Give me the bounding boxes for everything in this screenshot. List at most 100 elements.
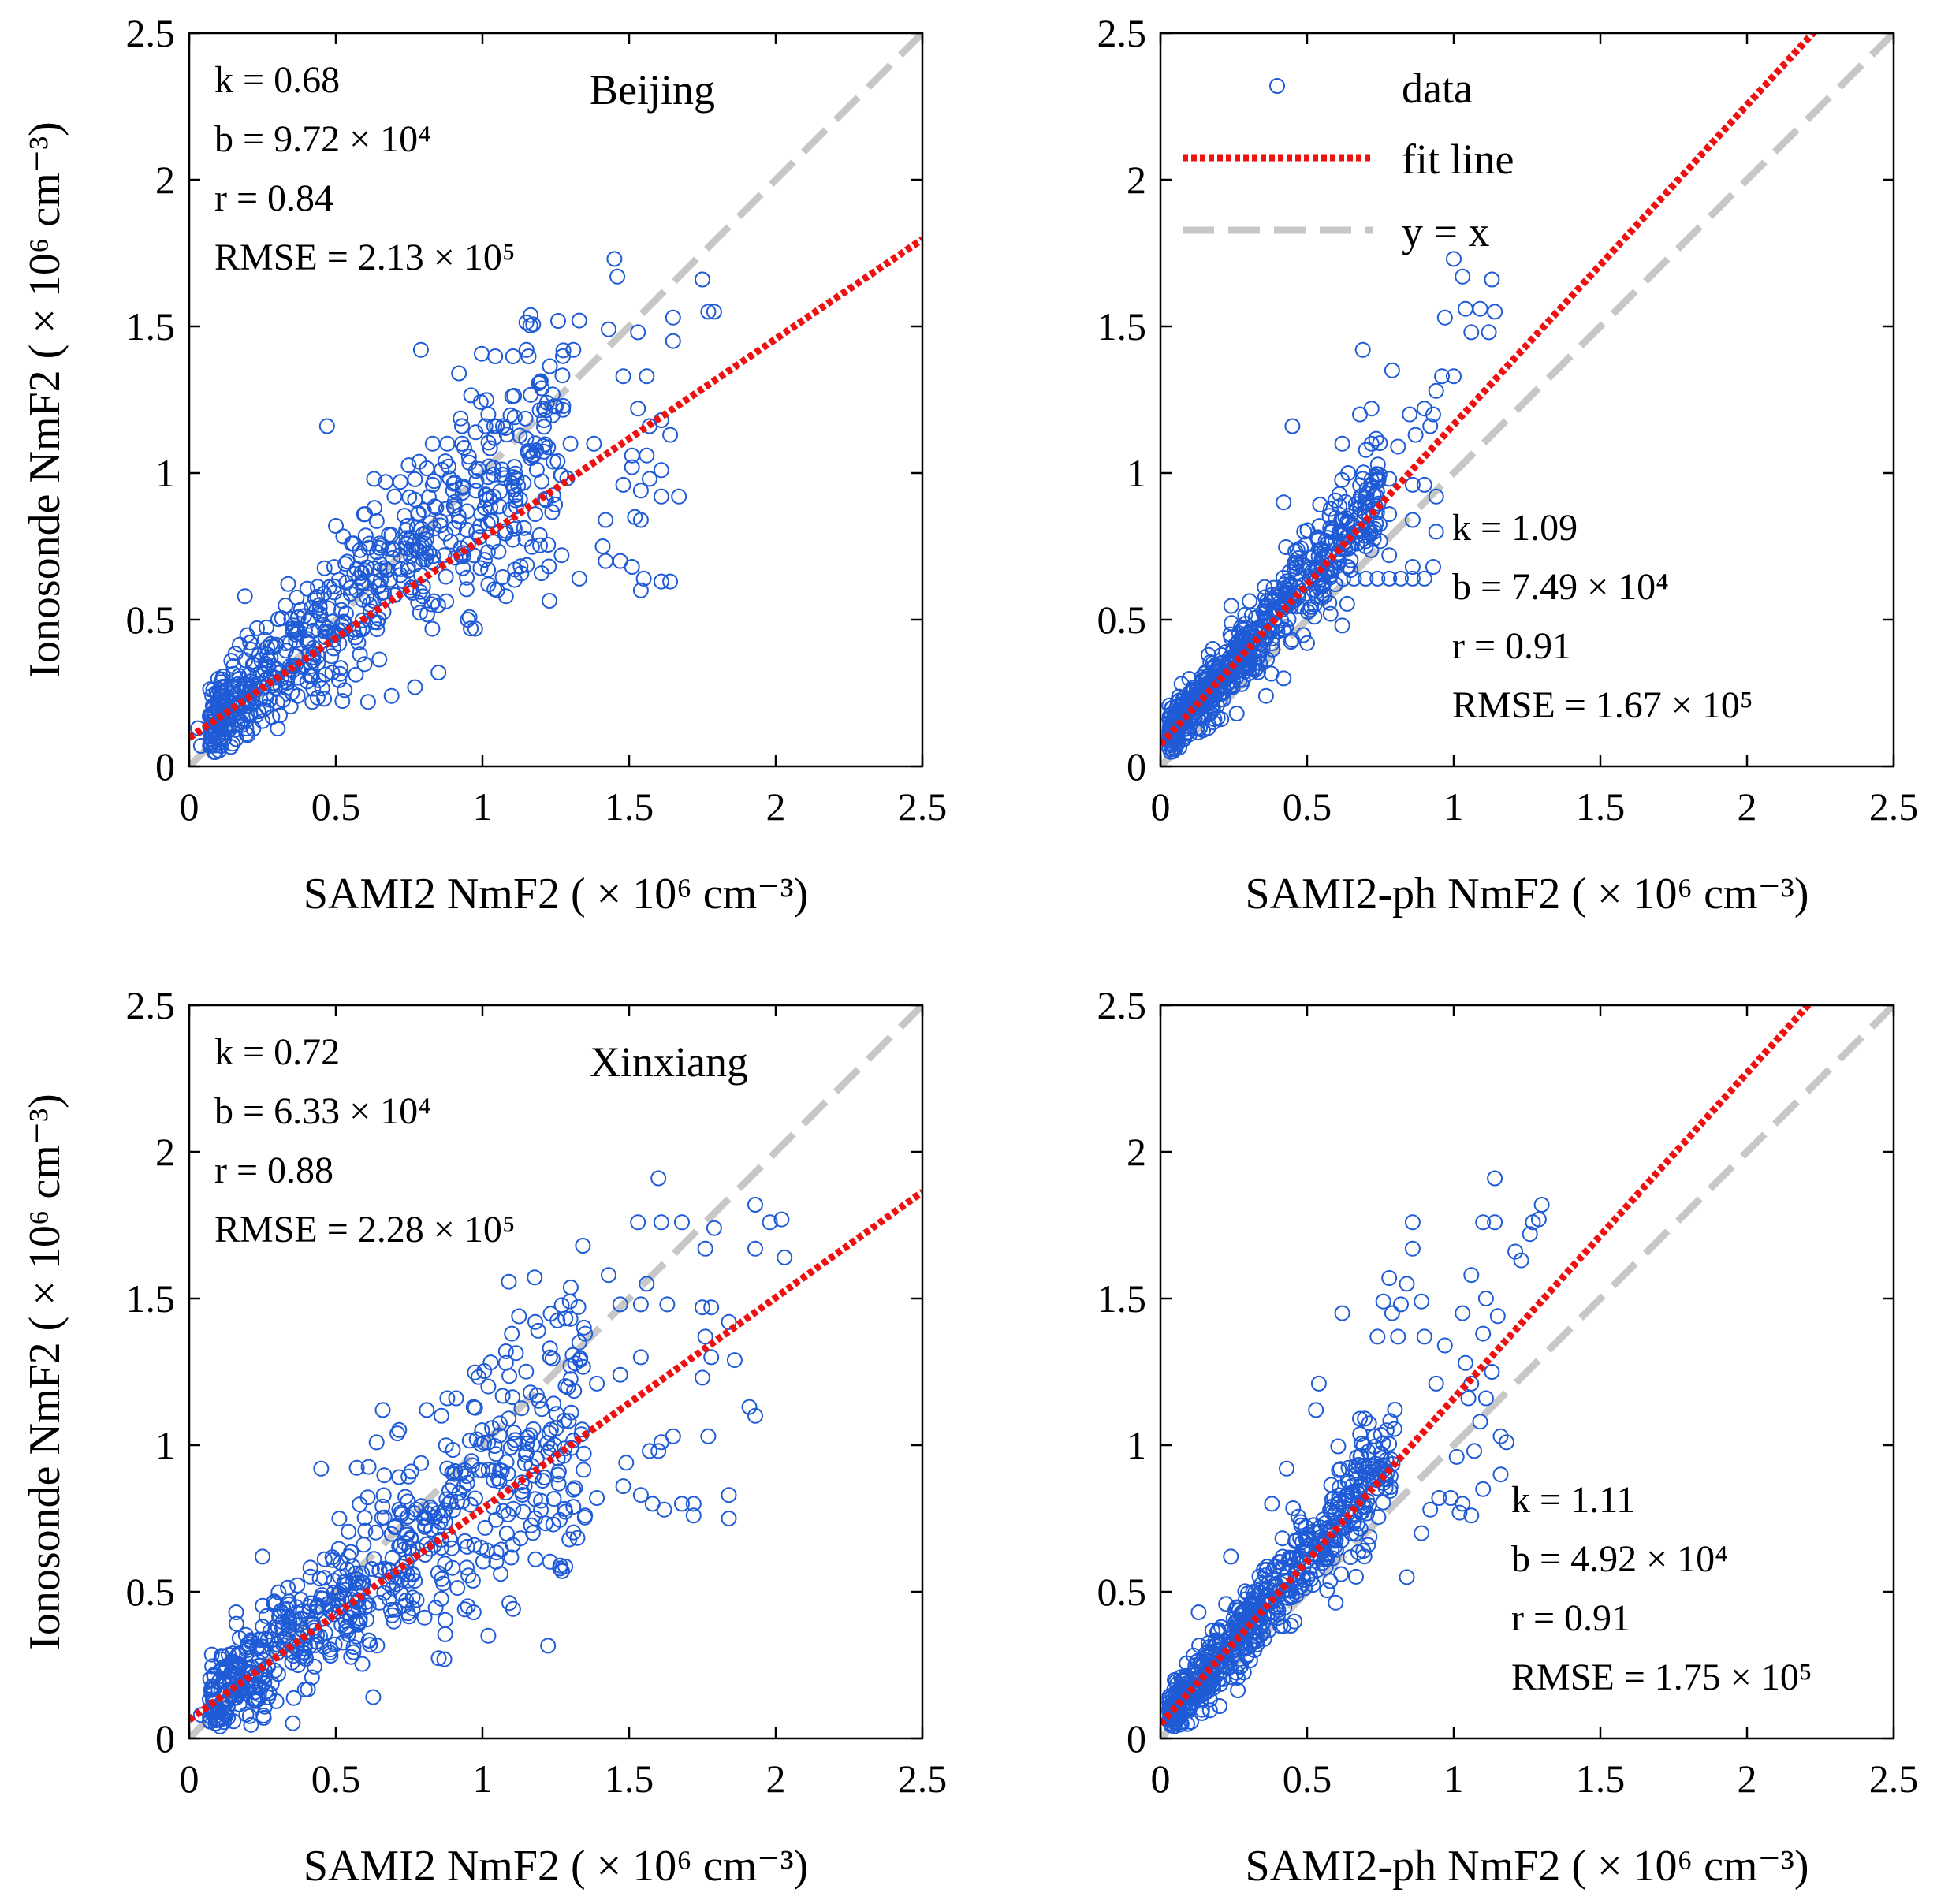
data-point (296, 1682, 313, 1698)
data-point (561, 1413, 577, 1429)
data-point (274, 610, 290, 627)
data-point (354, 1656, 371, 1672)
data-point (454, 418, 470, 434)
data-point (491, 1427, 508, 1444)
data-point (662, 573, 679, 590)
data-point (1366, 520, 1383, 537)
data-point (339, 553, 356, 570)
data-point (255, 1597, 271, 1614)
data-point (632, 483, 649, 499)
data-point (491, 1474, 508, 1490)
data-point (518, 341, 535, 358)
data-point (369, 1638, 386, 1654)
data-point (355, 576, 371, 591)
data-point (505, 1389, 521, 1406)
data-point (1170, 735, 1186, 751)
data-point (533, 565, 549, 582)
data-point (352, 646, 368, 663)
data-point (1422, 1501, 1439, 1518)
stat-k: k = 1.11 (1511, 1479, 1635, 1521)
identity-line (189, 1005, 922, 1738)
data-point (594, 538, 611, 554)
data-point (241, 1638, 258, 1655)
data-point (1356, 1548, 1373, 1565)
axes-frame (1159, 32, 1895, 768)
data-point (1477, 1291, 1494, 1306)
data-point (507, 1432, 523, 1448)
data-point (1213, 711, 1230, 728)
data-point (374, 1402, 391, 1418)
x-tick-label: 0.5 (311, 1757, 361, 1801)
data-point (330, 1541, 347, 1557)
data-point (229, 715, 246, 732)
data-point (289, 1577, 306, 1593)
data-point (1489, 1308, 1506, 1325)
data-point (1416, 476, 1432, 493)
data-point (653, 573, 669, 590)
data-point (576, 1509, 593, 1526)
data-point (562, 435, 579, 452)
data-point (562, 1310, 579, 1327)
data-point (624, 559, 640, 575)
data-point (523, 450, 539, 467)
data-point (439, 1390, 456, 1407)
data-point (700, 304, 717, 320)
data-point (1355, 1543, 1372, 1559)
data-point (565, 1499, 582, 1515)
data-point (251, 1686, 267, 1702)
data-point (354, 612, 371, 628)
data-point (1365, 1461, 1381, 1477)
data-point (1446, 368, 1462, 385)
data-point (436, 1651, 453, 1667)
data-point (1204, 1623, 1220, 1639)
data-point (1343, 552, 1359, 568)
data-point (270, 721, 286, 737)
data-point (505, 1500, 522, 1517)
data-point (289, 624, 305, 641)
data-point (508, 1345, 524, 1362)
data-point (316, 1570, 333, 1586)
data-point (565, 1481, 582, 1498)
data-point (418, 524, 434, 541)
data-point (586, 435, 602, 452)
data-point (1372, 435, 1388, 452)
data-point (488, 1446, 505, 1462)
data-point (455, 479, 471, 496)
data-point (1358, 442, 1374, 458)
data-point (287, 626, 304, 643)
data-point (1360, 1537, 1376, 1553)
legend-fit-label: fit line (1402, 136, 1514, 183)
data-point (259, 646, 275, 662)
data-point (460, 449, 477, 465)
data-point (515, 1503, 531, 1520)
data-point (381, 1591, 397, 1608)
data-point (695, 271, 710, 288)
data-point (292, 1592, 309, 1608)
data-point (468, 1431, 485, 1448)
data-point (1381, 570, 1398, 587)
data-point (299, 673, 315, 690)
data-point (495, 418, 511, 434)
data-point (399, 1566, 415, 1582)
data-point (463, 620, 479, 637)
data-point (1287, 554, 1303, 571)
data-points (192, 1170, 793, 1734)
data-point (502, 407, 519, 423)
data-point (498, 1454, 515, 1470)
data-point (1466, 1443, 1482, 1459)
data-point (639, 447, 655, 464)
data-point (456, 440, 472, 456)
data-point (516, 1455, 533, 1472)
data-point (674, 1496, 690, 1512)
data-point (341, 1523, 357, 1540)
data-point (268, 1693, 285, 1709)
data-point (265, 1631, 281, 1648)
data-point (530, 1322, 546, 1339)
data-point (467, 424, 484, 441)
data-point (630, 1214, 646, 1231)
data-point (1422, 418, 1439, 434)
data-point (1428, 382, 1444, 399)
data-point (685, 1496, 702, 1512)
data-point (555, 342, 572, 359)
legend-data-label: data (1402, 65, 1473, 112)
